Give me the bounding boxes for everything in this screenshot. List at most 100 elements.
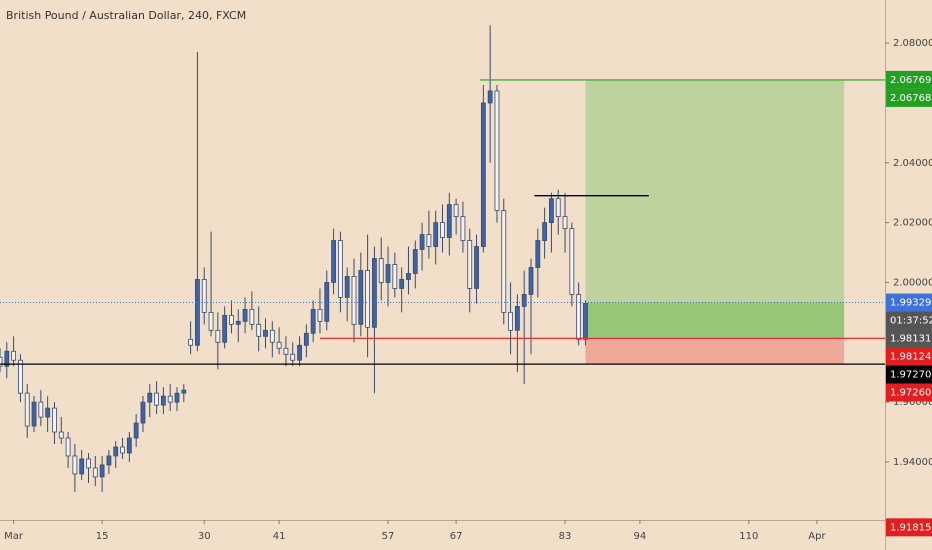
price-label-box [886, 88, 932, 107]
price-label-box [886, 365, 932, 384]
candle-body [11, 350, 17, 361]
candle-body [508, 311, 513, 331]
candle-body [576, 294, 582, 340]
candle-body [467, 240, 473, 289]
candle-body [372, 258, 377, 328]
candle-body [385, 264, 391, 283]
candle-body [317, 308, 323, 322]
y-tick-label: 2.04000 [893, 158, 932, 169]
candle-body [31, 401, 37, 427]
price-label-box [886, 70, 932, 89]
price-label: 1.98131 [890, 334, 931, 345]
candle-body [106, 455, 112, 466]
candle-body [174, 392, 180, 403]
candle-body [351, 276, 357, 325]
candle-body [399, 279, 405, 289]
candle-body [215, 329, 221, 343]
candle-body [58, 431, 64, 439]
price-label: 1.99329 [890, 298, 931, 309]
candle-body [412, 249, 418, 274]
candle-body [195, 279, 200, 346]
candle-body [487, 90, 493, 104]
candle-body [440, 222, 445, 238]
x-tick-label: Mar [4, 531, 24, 542]
candle-body [18, 359, 23, 394]
x-tick-label: 57 [382, 531, 395, 542]
candle-body [460, 216, 466, 241]
candle-body [188, 338, 194, 346]
candle-body [0, 356, 3, 367]
candle-body [92, 467, 98, 478]
y-tick-label: 1.96000 [893, 397, 932, 408]
candle-body [65, 437, 71, 457]
price-label: 1.97260 [890, 388, 931, 399]
candle-body [426, 234, 432, 247]
candle-body [542, 222, 548, 241]
candle-body [269, 329, 275, 343]
price-label: 1.91815 [890, 522, 931, 533]
candle-body [99, 464, 105, 478]
candle-body [38, 401, 44, 418]
price-label-box [886, 518, 932, 537]
candle-body [263, 329, 268, 337]
candle-body [167, 395, 173, 403]
candle-body [147, 392, 153, 403]
candle-body [501, 210, 507, 313]
candle-body [521, 294, 527, 307]
candle-body [514, 305, 520, 331]
candle-body [249, 308, 255, 325]
x-tick-label: 41 [273, 531, 286, 542]
candle-body [276, 341, 282, 349]
candle-body [324, 282, 330, 322]
candle-body [113, 446, 119, 457]
candle-body [222, 314, 228, 343]
candle-body [283, 347, 289, 355]
candle-body [52, 407, 57, 433]
x-tick-label: 110 [739, 531, 758, 542]
candle-body [392, 264, 398, 289]
candle-body [126, 437, 132, 454]
y-tick-label: 2.08000 [893, 38, 932, 49]
candle-body [154, 392, 159, 406]
price-label: 1.97270 [890, 370, 931, 381]
candle-body [562, 216, 568, 229]
x-tick-label: Apr [808, 531, 826, 542]
candle-body [358, 270, 364, 325]
candle-body [365, 270, 371, 328]
candle-body [480, 102, 486, 247]
candle-body [133, 422, 139, 439]
countdown-box [886, 311, 932, 330]
y-tick-label: 2.00000 [893, 277, 932, 288]
candle-body [120, 446, 125, 454]
candle-body [549, 198, 554, 224]
x-tick-label: 30 [198, 531, 211, 542]
candle-body [303, 332, 309, 346]
candle-body [229, 314, 234, 325]
candle-body [337, 240, 343, 298]
x-tick-label: 67 [450, 531, 463, 542]
price-label-box [886, 383, 932, 402]
candle-body [446, 204, 452, 238]
candle-body [208, 311, 214, 331]
candle-body [256, 323, 262, 337]
candle-body [242, 308, 248, 322]
candle-body [86, 458, 91, 469]
profit-zone [585, 302, 845, 339]
candle-body [528, 267, 534, 295]
y-tick-label: 2.02000 [893, 218, 932, 229]
candle-body [453, 204, 459, 218]
price-label-box [886, 293, 932, 312]
price-label: 1.98124 [890, 352, 931, 363]
candle-body [290, 353, 296, 361]
candle-body [433, 222, 439, 247]
x-tick-label: 94 [634, 531, 647, 542]
candle-body [310, 308, 316, 334]
candle-body [494, 90, 500, 212]
price-label: 2.06769 [890, 75, 931, 86]
candle-body [583, 302, 588, 340]
x-tick-label: 15 [96, 531, 109, 542]
price-label-box [886, 347, 932, 366]
candle-body [24, 392, 30, 427]
candle-body [331, 240, 336, 283]
